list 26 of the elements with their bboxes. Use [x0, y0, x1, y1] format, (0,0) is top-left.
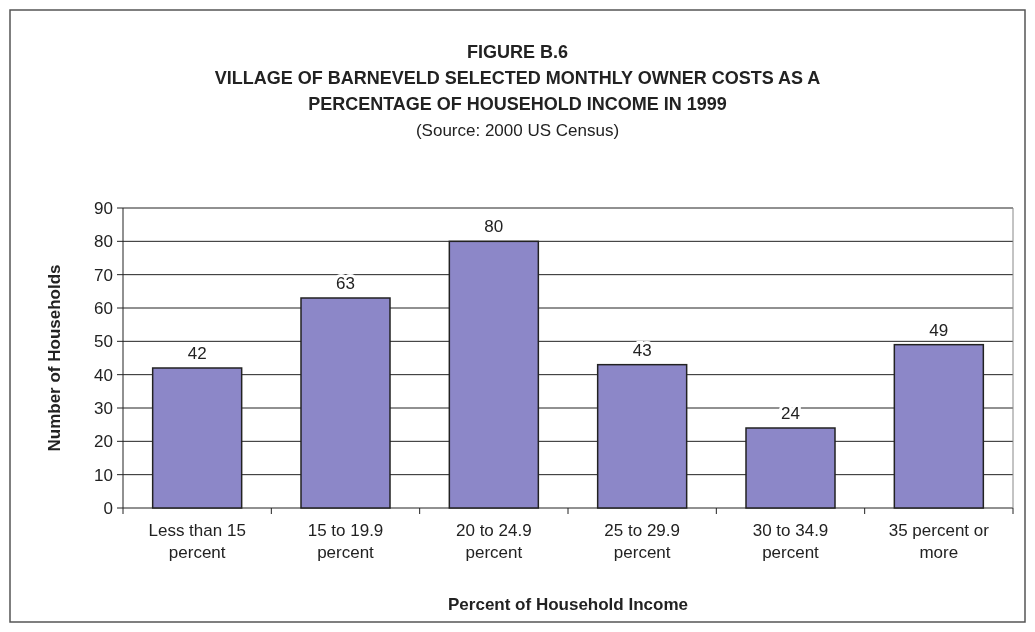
data-label: 49	[929, 320, 949, 340]
y-tick-label: 0	[103, 498, 113, 518]
y-axis-title: Number of Households	[45, 264, 64, 452]
data-label: 80	[484, 217, 504, 237]
y-tick-label: 40	[94, 365, 113, 385]
y-tick-label: 70	[94, 265, 113, 285]
data-label: 43	[632, 340, 652, 360]
data-label: 24	[781, 404, 800, 423]
y-tick-label: 90	[94, 198, 113, 218]
x-tick-label: 20 to 24.9 percent	[456, 521, 532, 562]
x-tick-label: Less than 15 percent	[148, 521, 246, 562]
y-tick-label: 20	[94, 432, 113, 452]
x-axis-title: Percent of Household Income	[448, 595, 688, 614]
y-tick-label: 10	[94, 465, 113, 485]
y-tick-label: 80	[94, 232, 113, 252]
y-tick-label: 50	[94, 332, 113, 352]
x-tick-label: 30 to 34.9 percent	[752, 521, 829, 562]
y-tick-label: 60	[94, 298, 113, 318]
y-tick-label: 30	[94, 398, 113, 418]
data-label: 63	[336, 274, 355, 293]
text: (Source: 2000 US Census)	[415, 121, 620, 140]
x-tick-label: 15 to 19.9 percent	[307, 521, 384, 562]
data-label: 42	[187, 344, 207, 363]
x-tick-label: 25 to 29.9 percent	[604, 521, 680, 562]
x-tick-label: 35 percent or more	[888, 521, 990, 562]
chart-title: FIGURE B.6 VILLAGE OF BARNEVELD SELECTED MONTHLY OWNER COSTS AS A PERCENTAGE OF HOUSEHOLD INCOME IN 1999	[214, 42, 821, 114]
